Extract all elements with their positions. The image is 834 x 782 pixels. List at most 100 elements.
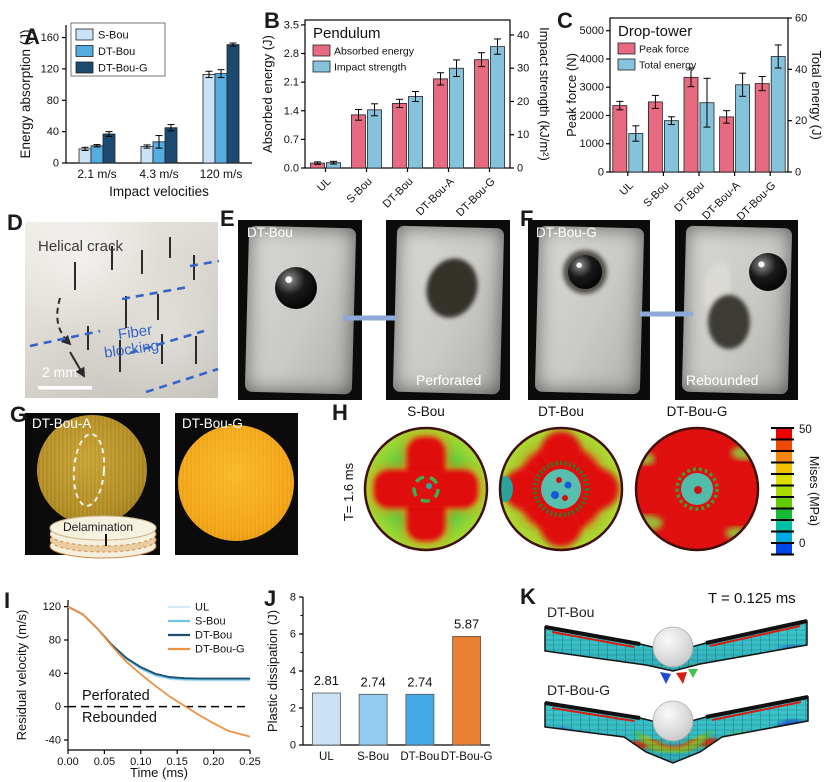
colorbar-max-label: 50 xyxy=(799,424,812,436)
left-tick-label: 0.0 xyxy=(284,163,299,175)
bar-left-series xyxy=(754,83,770,173)
colorbar-segment xyxy=(776,508,792,520)
y-tick-label: 40 xyxy=(47,126,59,138)
legend-label: Total energy xyxy=(639,60,697,72)
bar-DT-Bou-G xyxy=(102,133,116,164)
bar-right-series xyxy=(664,120,679,173)
bar-value-label: 2.74 xyxy=(407,674,432,689)
line-DT-Bou-G xyxy=(67,605,251,738)
center-speckle xyxy=(562,495,568,501)
stress-blob xyxy=(503,469,543,509)
top-dark-band xyxy=(705,619,808,645)
mid-stress-zone xyxy=(590,736,618,746)
colorbar-segment xyxy=(776,462,792,474)
disc-label-dt-bou-g: DT-Bou-G xyxy=(666,404,728,419)
legend-label: Impact strength xyxy=(334,62,407,74)
damage-ring xyxy=(532,460,590,518)
colorbar-segment xyxy=(776,439,792,451)
time-label-h: T= 1.6 ms xyxy=(341,462,356,522)
y-tick-label: 0 xyxy=(290,740,296,752)
y-axis-label: Energy absorption (J) xyxy=(18,29,33,158)
bar-UL xyxy=(311,692,341,746)
scale-bar-label: 2 mm xyxy=(42,364,77,380)
steel-ball xyxy=(749,253,787,291)
panel-letter-f: F xyxy=(520,206,534,231)
legend-label: UL xyxy=(195,602,209,614)
center-dot xyxy=(694,486,702,494)
left-tick-label: 4000 xyxy=(580,53,604,65)
right-tick-label: 0 xyxy=(517,163,523,175)
disc-texture xyxy=(178,425,294,541)
right-tick-label: 10 xyxy=(517,129,529,141)
bar-value-label: 2.74 xyxy=(360,674,385,689)
panel-letter-b: B xyxy=(264,8,280,33)
center-dot xyxy=(426,483,432,489)
chart-title: Drop-tower xyxy=(618,23,692,40)
bar-right-series xyxy=(770,56,786,173)
perforation-hole xyxy=(426,258,478,318)
chart-residual-velocity: -40 0 40 80 120 0.00 0.05 0.10 0.15 0.20 0.25 UL S-B… xyxy=(14,600,261,780)
x-category-label: DT-Bou-A xyxy=(414,175,457,218)
disc-label-s-bou: S-Bou xyxy=(407,404,445,419)
ball-highlight xyxy=(285,276,293,283)
left-tick-label: 0.7 xyxy=(284,134,299,146)
fragment xyxy=(660,672,671,684)
x-category-label: DT-Bou xyxy=(400,751,439,763)
impact-center xyxy=(414,477,438,501)
bar-left-series xyxy=(351,114,366,169)
left-tick-label: 1.4 xyxy=(284,105,299,117)
top-red-band xyxy=(711,701,802,721)
top-red-band xyxy=(551,707,635,722)
fiber-blocking-dashed-line xyxy=(189,259,220,268)
left-tick-label: 5000 xyxy=(580,25,604,37)
bar-DT-Bou-G xyxy=(164,127,178,164)
y-tick-label: 0 xyxy=(55,701,61,713)
legend-label: S-Bou xyxy=(98,30,129,42)
stress-disc xyxy=(500,428,622,550)
sample-label-dt-bou-a: DT-Bou-A xyxy=(32,416,92,431)
bar-value-label: 5.87 xyxy=(454,616,479,631)
y-tick-label: 80 xyxy=(47,95,59,107)
x-category-label: 120 m/s xyxy=(200,167,243,181)
y-tick-label: -40 xyxy=(45,735,61,747)
top-red-band xyxy=(709,625,801,647)
ball-highlight xyxy=(576,262,582,268)
center-speckle xyxy=(556,477,562,483)
x-category-label: DT-Bou-G xyxy=(735,180,778,223)
y-tick-label: 40 xyxy=(49,668,61,680)
y-tick-label: 6 xyxy=(290,629,296,641)
left-tick-label: 1000 xyxy=(580,138,604,150)
x-axis-label: Impact velocities xyxy=(109,184,209,199)
x-tick-label: 0.25 xyxy=(239,756,260,768)
fiber-blocking-dashed-line xyxy=(145,367,219,394)
panel-f-photo-before xyxy=(528,220,650,400)
mid-stress-zone xyxy=(728,658,756,668)
colorbar-axis-label: Mises (MPa) xyxy=(807,456,821,526)
bar-left-series xyxy=(648,101,663,173)
bar-right-series xyxy=(735,84,750,173)
bar-left-series xyxy=(433,78,448,169)
left-tick-label: 3000 xyxy=(580,82,604,94)
stress-disc xyxy=(636,428,758,550)
x-category-label: S-Bou xyxy=(357,751,389,763)
bar-left-series xyxy=(612,105,628,173)
right-tick-label: 20 xyxy=(517,96,529,108)
fiber-blocking-dashed-line xyxy=(121,285,189,301)
left-tick-label: 2000 xyxy=(580,110,604,122)
bar-left-series xyxy=(474,59,489,169)
x-tick-label: 0.20 xyxy=(203,756,224,768)
mid-stress-zone xyxy=(590,662,618,671)
left-axis-label: Absorbed energy (J) xyxy=(260,35,275,153)
bar-right-series xyxy=(408,96,423,169)
left-tick-label: 0 xyxy=(598,167,604,179)
panel-letter-h: H xyxy=(332,400,348,425)
right-tick-label: 0 xyxy=(795,167,801,179)
helical-crack-arrow xyxy=(56,297,72,346)
x-category-label: UL xyxy=(617,180,635,198)
bar-DT-Bou xyxy=(214,73,228,164)
legend-swatch xyxy=(312,44,331,57)
sample-label-dt-bou: DT-Bou xyxy=(247,225,293,240)
x-tick-label: 0.15 xyxy=(166,756,187,768)
damage-ring xyxy=(675,467,719,511)
left-tick-label: 2.8 xyxy=(284,48,299,60)
